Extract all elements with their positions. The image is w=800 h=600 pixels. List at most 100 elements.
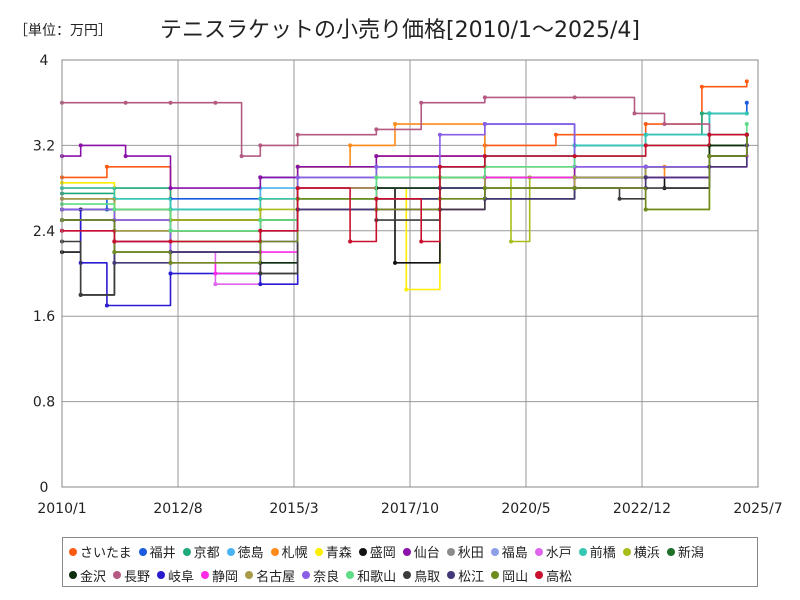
data-point <box>104 164 109 169</box>
data-point <box>295 186 300 191</box>
data-point <box>295 132 300 137</box>
data-point <box>572 95 577 100</box>
legend-label: 前橋 <box>589 546 616 561</box>
legend-item: 鳥取 <box>403 566 440 585</box>
legend-label: 福井 <box>149 546 176 561</box>
legend-label: さいたま <box>80 546 132 561</box>
legend-item: 青森 <box>314 542 352 561</box>
legend-item: 前橋 <box>578 542 616 561</box>
data-point <box>437 132 442 137</box>
data-point <box>643 143 648 148</box>
data-point <box>168 260 173 265</box>
legend-item: 和歌山 <box>346 566 396 585</box>
data-point <box>213 282 218 287</box>
legend-marker-icon <box>534 547 543 556</box>
y-tick-label: 1.6 <box>33 309 55 325</box>
data-point <box>699 84 704 89</box>
data-point <box>123 154 128 159</box>
data-point <box>374 164 379 169</box>
data-point <box>168 228 173 233</box>
data-point <box>168 100 173 105</box>
legend-label: 京都 <box>193 546 220 561</box>
legend-label: 福島 <box>501 546 528 561</box>
data-point <box>699 111 704 116</box>
legend-item: 徳島 <box>226 542 264 561</box>
legend-label: 新潟 <box>677 546 704 561</box>
data-point <box>258 143 263 148</box>
data-point <box>374 196 379 201</box>
x-tick-label: 2010/1 <box>37 501 86 517</box>
legend-item: 岐阜 <box>157 566 194 585</box>
series-line <box>62 134 748 264</box>
data-point <box>553 132 558 137</box>
legend-item: 高松 <box>535 566 572 585</box>
series-line <box>62 134 748 232</box>
legend-label: 高松 <box>546 569 573 585</box>
data-point <box>258 175 263 180</box>
line-chart: 0 0.8 1.6 2.4 3.2 4 2010/1 2012/8 2015/3 2017/10… <box>33 53 783 517</box>
legend-label: 秋田 <box>457 546 484 561</box>
data-point <box>482 186 487 191</box>
data-point <box>374 175 379 180</box>
legend-marker-icon <box>69 547 77 556</box>
legend-marker-icon <box>226 547 235 556</box>
legend-marker-icon <box>666 547 675 556</box>
legend-label: 岐阜 <box>168 569 195 585</box>
series-line <box>62 134 748 296</box>
data-point <box>168 186 173 191</box>
data-point <box>744 122 749 127</box>
chart-title: テニスラケットの小売り価格[2010/1～2025/4] <box>160 18 640 43</box>
data-point <box>572 186 577 191</box>
data-point <box>707 132 712 137</box>
data-point <box>437 164 442 169</box>
data-point <box>258 218 263 223</box>
y-tick-label: 3.2 <box>33 138 55 154</box>
y-tick-label: 0 <box>40 480 49 496</box>
x-tick-label: 2017/10 <box>381 501 439 517</box>
data-point <box>258 271 263 276</box>
data-point <box>482 154 487 159</box>
legend-marker-icon <box>535 571 544 579</box>
series-16 <box>60 95 749 159</box>
x-tick-label: 2015/3 <box>269 501 318 517</box>
legend-label: 横浜 <box>633 546 660 561</box>
legend-label: 名古屋 <box>256 569 296 585</box>
y-tick-label: 4 <box>40 53 49 69</box>
data-point <box>112 250 117 255</box>
y-axis-ticks: 0 0.8 1.6 2.4 3.2 4 <box>33 53 55 496</box>
legend-item: 秋田 <box>446 542 484 561</box>
legend-item: 岡山 <box>491 566 528 585</box>
legend-item: 横浜 <box>622 542 660 561</box>
data-point <box>744 111 749 116</box>
data-point <box>258 196 263 201</box>
legend-label: 札幌 <box>281 546 308 561</box>
legend-label: 奈良 <box>313 569 340 585</box>
legend-marker-icon <box>622 547 631 556</box>
data-point <box>295 164 300 169</box>
legend-label: 静岡 <box>212 569 239 585</box>
x-tick-label: 2022/12 <box>613 501 671 517</box>
data-point <box>78 292 83 297</box>
legend-item: 金沢 <box>69 566 106 585</box>
legend-marker-icon <box>113 571 122 579</box>
data-point <box>643 175 648 180</box>
legend-item: 福井 <box>138 542 176 561</box>
legend-label: 和歌山 <box>357 569 397 585</box>
data-point <box>258 228 263 233</box>
legend-label: 盛岡 <box>369 546 396 561</box>
legend-label: 徳島 <box>237 546 264 561</box>
legend-item: 福島 <box>490 542 528 561</box>
plot-area-border <box>61 59 759 488</box>
data-point <box>348 143 353 148</box>
data-point <box>662 122 667 127</box>
data-point <box>213 271 218 276</box>
unit-label: ［単位：万円］ <box>14 23 112 39</box>
legend-item: 新潟 <box>666 542 704 561</box>
y-tick-label: 2.4 <box>33 224 55 240</box>
data-point <box>509 239 514 244</box>
data-point <box>643 164 648 169</box>
data-point <box>617 196 622 201</box>
x-tick-label: 2020/5 <box>501 501 550 517</box>
series-line <box>62 133 747 243</box>
legend-marker-icon <box>447 571 456 579</box>
